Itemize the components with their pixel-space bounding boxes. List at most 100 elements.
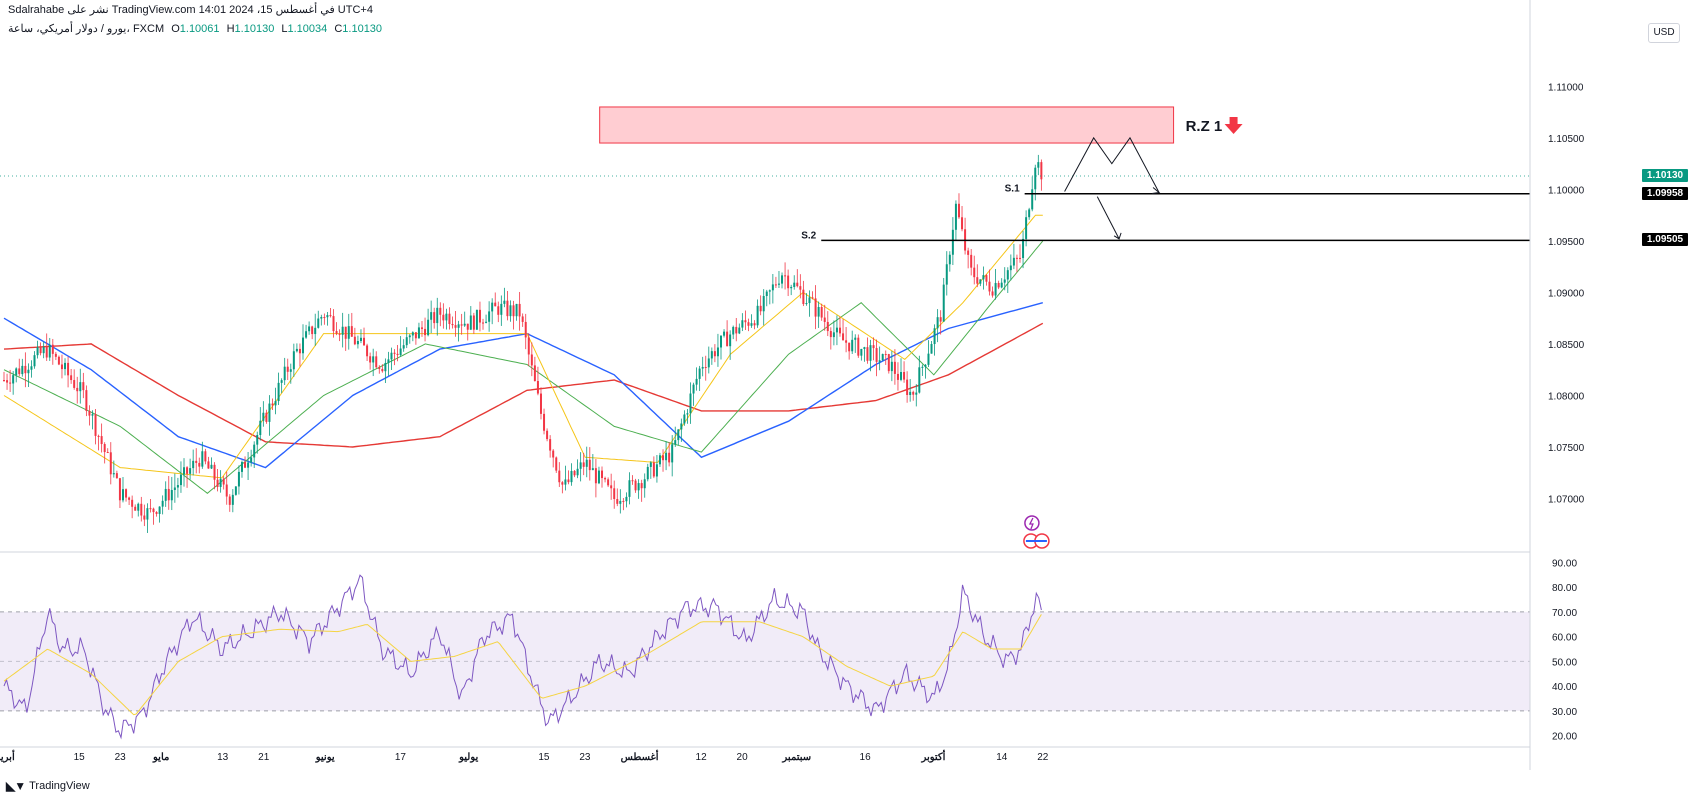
candle-body [689,393,692,414]
symbol-name: يورو / دولار أمريكي، ساعة، FXCM [8,23,165,35]
candle-body [326,315,329,318]
candle-body [784,275,787,277]
candle-body [36,347,39,356]
candle-body [88,410,91,416]
candle-body [750,323,753,326]
candle-body [707,358,710,368]
candle-body [213,464,216,480]
projection-arrowhead [1151,187,1161,194]
lightning-event-icon[interactable] [1024,515,1040,531]
candle-body [915,392,918,395]
candle-body [991,291,994,296]
candle-body [253,444,256,458]
candle-body [173,487,176,491]
time-tick-label: 12 [696,752,708,763]
candle-body [396,353,399,356]
projection-drawings: R.Z 1 [1064,117,1243,240]
candle-body [57,356,60,365]
candle-body [268,403,271,422]
candle-body [854,337,857,340]
candle-body [802,289,805,305]
candle-body [1012,257,1015,266]
candle-body [884,354,887,356]
symbol-legend[interactable]: يورو / دولار أمريكي، ساعة، FXCM O1.10061… [8,22,382,35]
currency-button[interactable]: USD [1648,23,1680,43]
candle-body [1022,238,1025,259]
candle-body [799,286,802,290]
candle-body [488,311,491,322]
price-tick-label: 1.10500 [1548,134,1585,145]
candle-body [625,496,628,502]
time-tick-label: 17 [395,752,407,763]
time-tick-label: 22 [1037,752,1049,763]
candle-body [588,459,591,471]
candle-body [808,297,811,304]
candle-body [677,429,680,441]
candle-body [512,305,515,317]
candle-body [503,300,506,304]
time-tick-label: أغسطس [621,750,659,763]
ohlc-close-value: 1.10130 [342,23,383,35]
candle-body [149,508,152,510]
candle-body [561,482,564,485]
candle-body [30,366,33,370]
tradingview-logo-text: TradingView [29,780,90,792]
candle-body [18,368,21,375]
candle-body [347,326,350,339]
candle-body [311,326,314,335]
candle-body [793,282,796,287]
candle-body [539,393,542,414]
candle-body [1000,282,1003,288]
candle-body [591,468,594,471]
candle-body [79,382,82,392]
candle-body [292,351,295,370]
candle-body [439,307,442,315]
candle-body [265,412,268,422]
candle-body [570,470,573,483]
s1-label: S.1 [1005,184,1020,195]
rsi-tick-label: 80.00 [1552,583,1577,594]
candle-body [601,470,604,479]
candle-body [649,462,652,467]
support-levels: S.1 S.2 [0,175,1530,241]
tradingview-logo[interactable]: ◣▼ TradingView [6,779,90,793]
candle-body [604,478,607,480]
candle-body [878,360,881,362]
candle-body [662,455,665,461]
candle-body [475,309,478,330]
candle-body [369,356,372,363]
candle-body [552,450,555,458]
candle-body [1028,209,1031,218]
candle-body [280,380,283,383]
candle-body [988,281,991,292]
candle-body [887,354,890,372]
candle-body [308,326,311,332]
candle-body [259,420,262,435]
candle-body [790,286,793,289]
candle-body [256,434,259,445]
ohlc-close-label: C [334,23,343,35]
candle-body [73,380,76,388]
candle-body [921,366,924,368]
resistance-zone-label: R.Z 1 [1186,118,1223,135]
resistance-zone[interactable] [599,106,1175,144]
event-icons [1023,515,1050,549]
time-tick-label: 16 [860,752,872,763]
candle-body [927,353,930,365]
candle-body [1034,167,1037,190]
time-tick-label: يونيو [315,752,335,763]
candle-body [27,369,30,374]
ohlc-low-label: L [281,23,288,35]
candle-body [607,479,610,486]
candle-body [283,366,286,381]
candle-body [674,440,677,445]
candle-body [460,324,463,326]
candle-body [384,362,387,372]
candle-body [835,327,838,333]
candle-body [698,368,701,379]
breakdown-arrowhead [1113,232,1122,240]
candle-body [805,303,808,305]
candle-body [186,467,189,474]
candle-body [216,479,219,487]
